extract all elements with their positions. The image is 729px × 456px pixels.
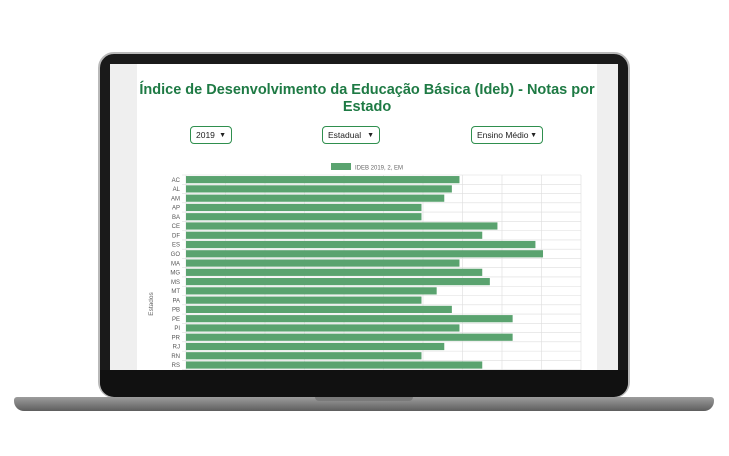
y-tick-label: PI xyxy=(174,326,180,332)
y-tick-label: PB xyxy=(172,308,180,314)
bar-ms xyxy=(186,278,490,286)
bar-es xyxy=(186,240,536,249)
bar-ap xyxy=(186,203,422,212)
page-content: Índice de Desenvolvimento da Educação Bá… xyxy=(137,64,597,370)
y-tick-label: MS xyxy=(171,280,180,286)
bar-ba xyxy=(186,213,422,221)
network-select-value: Estadual xyxy=(328,130,362,140)
legend: IDEB 2019, 2, EM xyxy=(331,163,403,172)
year-select[interactable]: 2019 ▼ xyxy=(190,126,232,144)
legend-swatch xyxy=(331,163,351,170)
bar-ac xyxy=(186,176,460,184)
chevron-down-icon: ▼ xyxy=(367,131,374,139)
y-tick-label: PE xyxy=(172,317,180,323)
bar-mg xyxy=(186,268,483,276)
screen: Índice de Desenvolvimento da Educação Bá… xyxy=(110,64,618,370)
bar-pb xyxy=(186,305,452,314)
bar-ce xyxy=(186,222,498,230)
legend-label: IDEB 2019, 2, EM xyxy=(355,166,403,172)
y-axis-label: Estados xyxy=(148,292,155,316)
y-tick-label: RS xyxy=(172,363,180,369)
bar-df xyxy=(186,231,483,239)
bar-am xyxy=(186,194,445,202)
y-tick-label: ES xyxy=(172,243,180,249)
year-select-value: 2019 xyxy=(196,130,215,140)
y-tick-label: RJ xyxy=(173,345,180,351)
bar-rs xyxy=(186,361,483,369)
laptop-base xyxy=(14,397,714,411)
bars xyxy=(186,176,544,369)
y-tick-label: GO xyxy=(171,252,181,258)
bar-al xyxy=(186,185,452,193)
bar-rj xyxy=(186,342,445,351)
bar-pa xyxy=(186,296,422,304)
bar-mt xyxy=(186,287,437,295)
bar-pe xyxy=(186,315,513,323)
chevron-down-icon: ▼ xyxy=(530,131,537,139)
ideb-bar-chart: IDEB 2019, 2, EM Estados AC AL AM AP BA CE DF E… xyxy=(148,163,582,370)
y-tick-label: CE xyxy=(172,224,180,230)
y-tick-label: AP xyxy=(172,206,180,212)
level-select-value: Ensino Médio xyxy=(477,130,529,140)
chevron-down-icon: ▼ xyxy=(219,131,226,139)
bar-rn xyxy=(186,352,422,360)
y-tick-labels: AC AL AM AP BA CE DF ES GO MA MG MS MT PA PB PE PI PR RJ RN… xyxy=(170,178,180,369)
y-tick-label: PA xyxy=(172,298,180,304)
y-tick-label: MT xyxy=(171,289,180,295)
y-tick-label: MG xyxy=(170,271,180,277)
level-select[interactable]: Ensino Médio ▼ xyxy=(471,126,543,144)
y-tick-label: PR xyxy=(172,335,181,341)
bar-go xyxy=(186,250,544,258)
laptop-notch xyxy=(315,397,413,401)
network-select[interactable]: Estadual ▼ xyxy=(322,126,380,144)
page-title: Índice de Desenvolvimento da Educação Bá… xyxy=(139,82,595,115)
y-tick-label: DF xyxy=(172,233,180,239)
bar-pi xyxy=(186,324,460,332)
bar-pr xyxy=(186,333,513,341)
y-tick-label: MA xyxy=(171,261,180,267)
y-tick-label: AL xyxy=(173,187,181,193)
laptop-bezel xyxy=(100,370,628,397)
bar-ma xyxy=(186,259,460,267)
y-tick-label: BA xyxy=(172,215,180,221)
y-tick-label: AC xyxy=(172,178,181,184)
y-tick-label: RN xyxy=(171,354,180,360)
y-tick-label: AM xyxy=(171,196,180,202)
